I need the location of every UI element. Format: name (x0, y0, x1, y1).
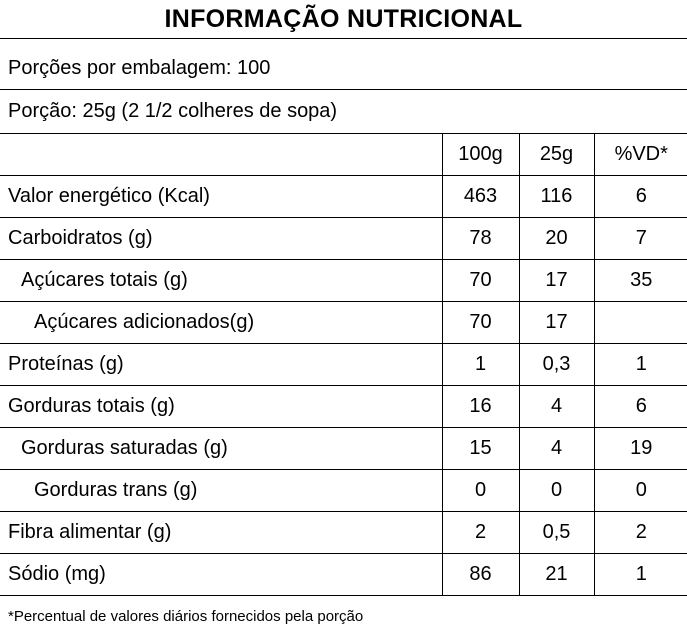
table-header-row: 100g 25g %VD* (0, 133, 687, 176)
table-row: Proteínas (g) 1 0,3 1 (0, 343, 687, 386)
nutrient-name: Açúcares adicionados(g) (0, 301, 443, 344)
value-vd: 6 (593, 175, 687, 218)
value-25g: 17 (518, 259, 595, 302)
nutrient-name: Gorduras totais (g) (0, 385, 443, 428)
value-25g: 21 (518, 553, 595, 596)
value-25g: 20 (518, 217, 595, 260)
label-title: INFORMAÇÃO NUTRICIONAL (164, 5, 523, 33)
divider (0, 89, 687, 90)
value-100g: 16 (441, 385, 520, 428)
table-row: Gorduras trans (g) 0 0 0 (0, 469, 687, 512)
nutrient-name: Fibra alimentar (g) (0, 511, 443, 554)
value-100g: 70 (441, 301, 520, 344)
value-vd: 19 (593, 427, 687, 470)
header-cell-vd: %VD* (593, 133, 687, 176)
value-vd: 0 (593, 469, 687, 512)
divider (0, 38, 687, 39)
nutrient-name: Carboidratos (g) (0, 217, 443, 260)
value-vd: 35 (593, 259, 687, 302)
value-100g: 0 (441, 469, 520, 512)
header-cell-nutrient (0, 133, 443, 176)
table-row: Gorduras saturadas (g) 15 4 19 (0, 427, 687, 470)
footnote: *Percentual de valores diários fornecido… (8, 608, 364, 625)
value-25g: 17 (518, 301, 595, 344)
header-cell-100g: 100g (441, 133, 520, 176)
nutrient-name: Sódio (mg) (0, 553, 443, 596)
nutrient-name: Valor energético (Kcal) (0, 175, 443, 218)
table-row: Açúcares totais (g) 70 17 35 (0, 259, 687, 302)
value-vd: 6 (593, 385, 687, 428)
header-cell-25g: 25g (518, 133, 595, 176)
value-25g: 0,5 (518, 511, 595, 554)
value-25g: 116 (518, 175, 595, 218)
table-row: Valor energético (Kcal) 463 116 6 (0, 175, 687, 218)
value-25g: 4 (518, 427, 595, 470)
value-25g: 4 (518, 385, 595, 428)
value-100g: 70 (441, 259, 520, 302)
table-row: Açúcares adicionados(g) 70 17 (0, 301, 687, 344)
value-100g: 15 (441, 427, 520, 470)
nutrient-name: Proteínas (g) (0, 343, 443, 386)
nutrition-table: 100g 25g %VD* Valor energético (Kcal) 46… (0, 133, 687, 596)
table-row: Carboidratos (g) 78 20 7 (0, 217, 687, 260)
table-row: Gorduras totais (g) 16 4 6 (0, 385, 687, 428)
value-vd: 1 (593, 343, 687, 386)
serving-size: Porção: 25g (2 1/2 colheres de sopa) (8, 100, 338, 122)
servings-per-package: Porções por embalagem: 100 (8, 57, 271, 79)
table-row: Fibra alimentar (g) 2 0,5 2 (0, 511, 687, 554)
value-25g: 0 (518, 469, 595, 512)
value-100g: 78 (441, 217, 520, 260)
value-100g: 1 (441, 343, 520, 386)
value-vd: 2 (593, 511, 687, 554)
value-100g: 2 (441, 511, 520, 554)
nutrient-name: Açúcares totais (g) (0, 259, 443, 302)
nutrient-name: Gorduras trans (g) (0, 469, 443, 512)
value-25g: 0,3 (518, 343, 595, 386)
value-100g: 463 (441, 175, 520, 218)
nutrient-name: Gorduras saturadas (g) (0, 427, 443, 470)
value-vd: 7 (593, 217, 687, 260)
value-vd (593, 301, 687, 344)
table-row: Sódio (mg) 86 21 1 (0, 553, 687, 596)
value-vd: 1 (593, 553, 687, 596)
value-100g: 86 (441, 553, 520, 596)
